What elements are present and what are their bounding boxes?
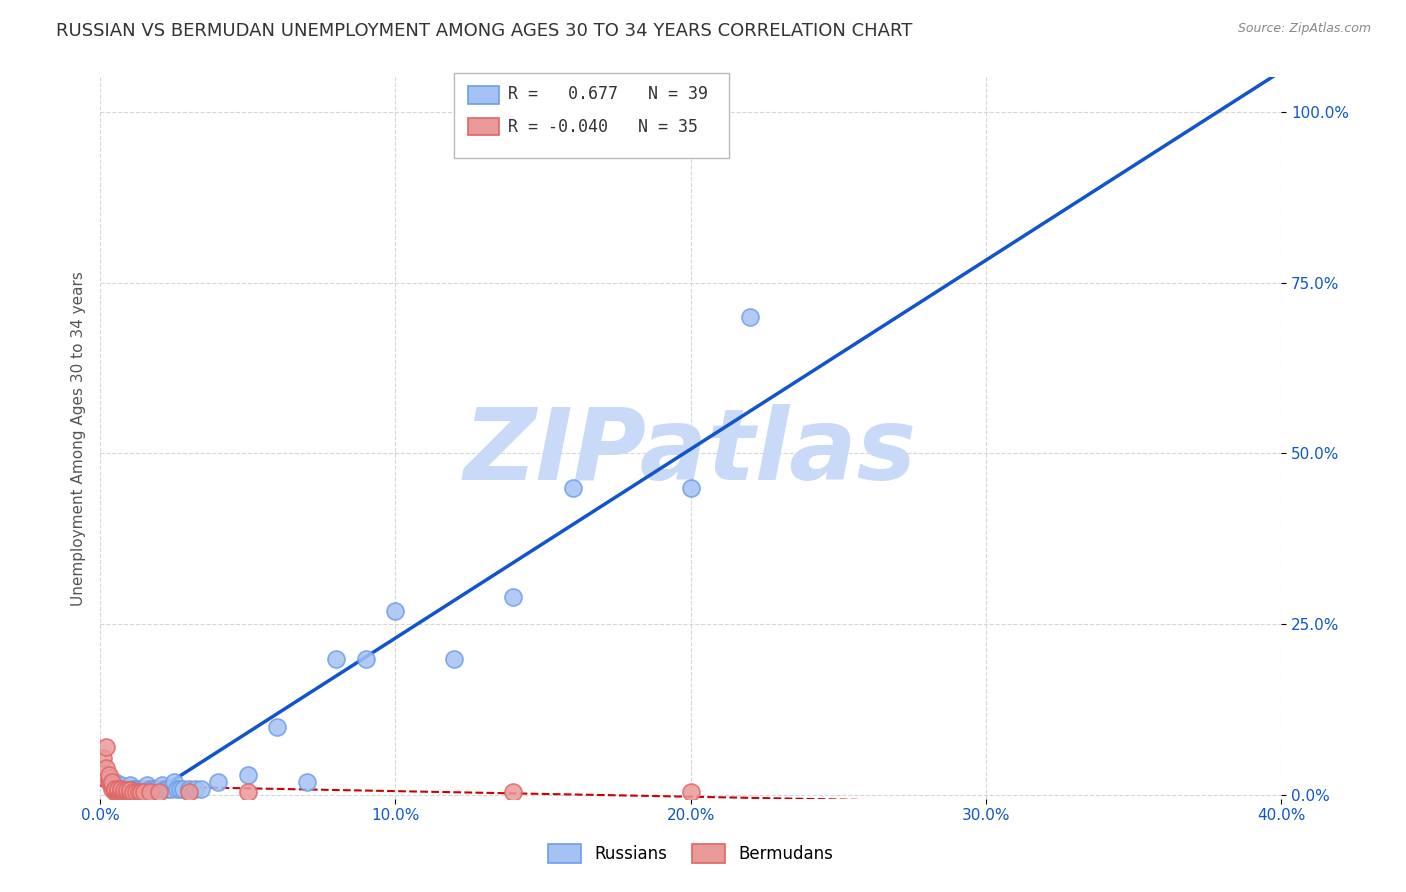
Point — [190, 781, 212, 796]
Point — [104, 774, 127, 789]
Point — [118, 781, 141, 796]
Text: R = -0.040   N = 35: R = -0.040 N = 35 — [508, 118, 697, 136]
Point — [101, 781, 124, 796]
Point — [110, 785, 132, 799]
Point — [104, 783, 127, 797]
Point — [502, 785, 524, 799]
Point — [94, 740, 117, 755]
Point — [118, 778, 141, 792]
Point — [169, 781, 191, 796]
Point — [128, 781, 150, 796]
Point — [107, 781, 129, 796]
Point — [150, 778, 173, 792]
Point — [561, 481, 583, 495]
Point — [134, 781, 156, 796]
Point — [160, 781, 183, 796]
Point — [177, 785, 200, 799]
Point — [115, 781, 138, 796]
Point — [325, 651, 347, 665]
Point — [139, 781, 162, 796]
Point — [115, 783, 138, 797]
Point — [101, 778, 124, 792]
Point — [166, 781, 188, 796]
Point — [91, 750, 114, 764]
Point — [266, 720, 288, 734]
Point — [131, 781, 153, 796]
Text: Source: ZipAtlas.com: Source: ZipAtlas.com — [1237, 22, 1371, 36]
Point — [142, 781, 165, 796]
Y-axis label: Unemployment Among Ages 30 to 34 years: Unemployment Among Ages 30 to 34 years — [72, 270, 86, 606]
Point — [295, 774, 318, 789]
Text: ZIPatlas: ZIPatlas — [464, 404, 917, 501]
Point — [98, 768, 121, 782]
Point — [207, 774, 229, 789]
Point — [98, 771, 121, 785]
Point — [145, 781, 167, 796]
Point — [163, 774, 186, 789]
Point — [124, 781, 146, 796]
Point — [112, 785, 135, 799]
Point — [153, 781, 176, 796]
Point — [98, 774, 121, 789]
Point — [148, 781, 170, 796]
Point — [183, 781, 205, 796]
Point — [94, 761, 117, 775]
Point — [112, 783, 135, 797]
Point — [101, 774, 124, 789]
Point — [115, 785, 138, 799]
Point — [139, 785, 162, 799]
Point — [679, 785, 702, 799]
Point — [121, 785, 143, 799]
Point — [112, 781, 135, 796]
Point — [118, 785, 141, 799]
Point — [148, 785, 170, 799]
Point — [121, 781, 143, 796]
Text: RUSSIAN VS BERMUDAN UNEMPLOYMENT AMONG AGES 30 TO 34 YEARS CORRELATION CHART: RUSSIAN VS BERMUDAN UNEMPLOYMENT AMONG A… — [56, 22, 912, 40]
Legend: Russians, Bermudans: Russians, Bermudans — [541, 838, 841, 870]
Point — [110, 781, 132, 796]
Text: R =   0.677   N = 39: R = 0.677 N = 39 — [508, 86, 707, 103]
Point — [128, 785, 150, 799]
Point — [104, 785, 127, 799]
Point — [124, 785, 146, 799]
Point — [104, 781, 127, 796]
Point — [236, 785, 259, 799]
Point — [157, 781, 180, 796]
Point — [177, 781, 200, 796]
Point — [107, 783, 129, 797]
Point — [384, 604, 406, 618]
Point — [131, 785, 153, 799]
Point — [107, 785, 129, 799]
Point — [502, 590, 524, 604]
Point — [354, 651, 377, 665]
Point — [134, 785, 156, 799]
Point — [118, 783, 141, 797]
Point — [136, 778, 159, 792]
Point — [738, 310, 761, 324]
Point — [679, 481, 702, 495]
Point — [110, 778, 132, 792]
Point — [172, 781, 194, 796]
Point — [110, 783, 132, 797]
Point — [236, 768, 259, 782]
Point — [443, 651, 465, 665]
